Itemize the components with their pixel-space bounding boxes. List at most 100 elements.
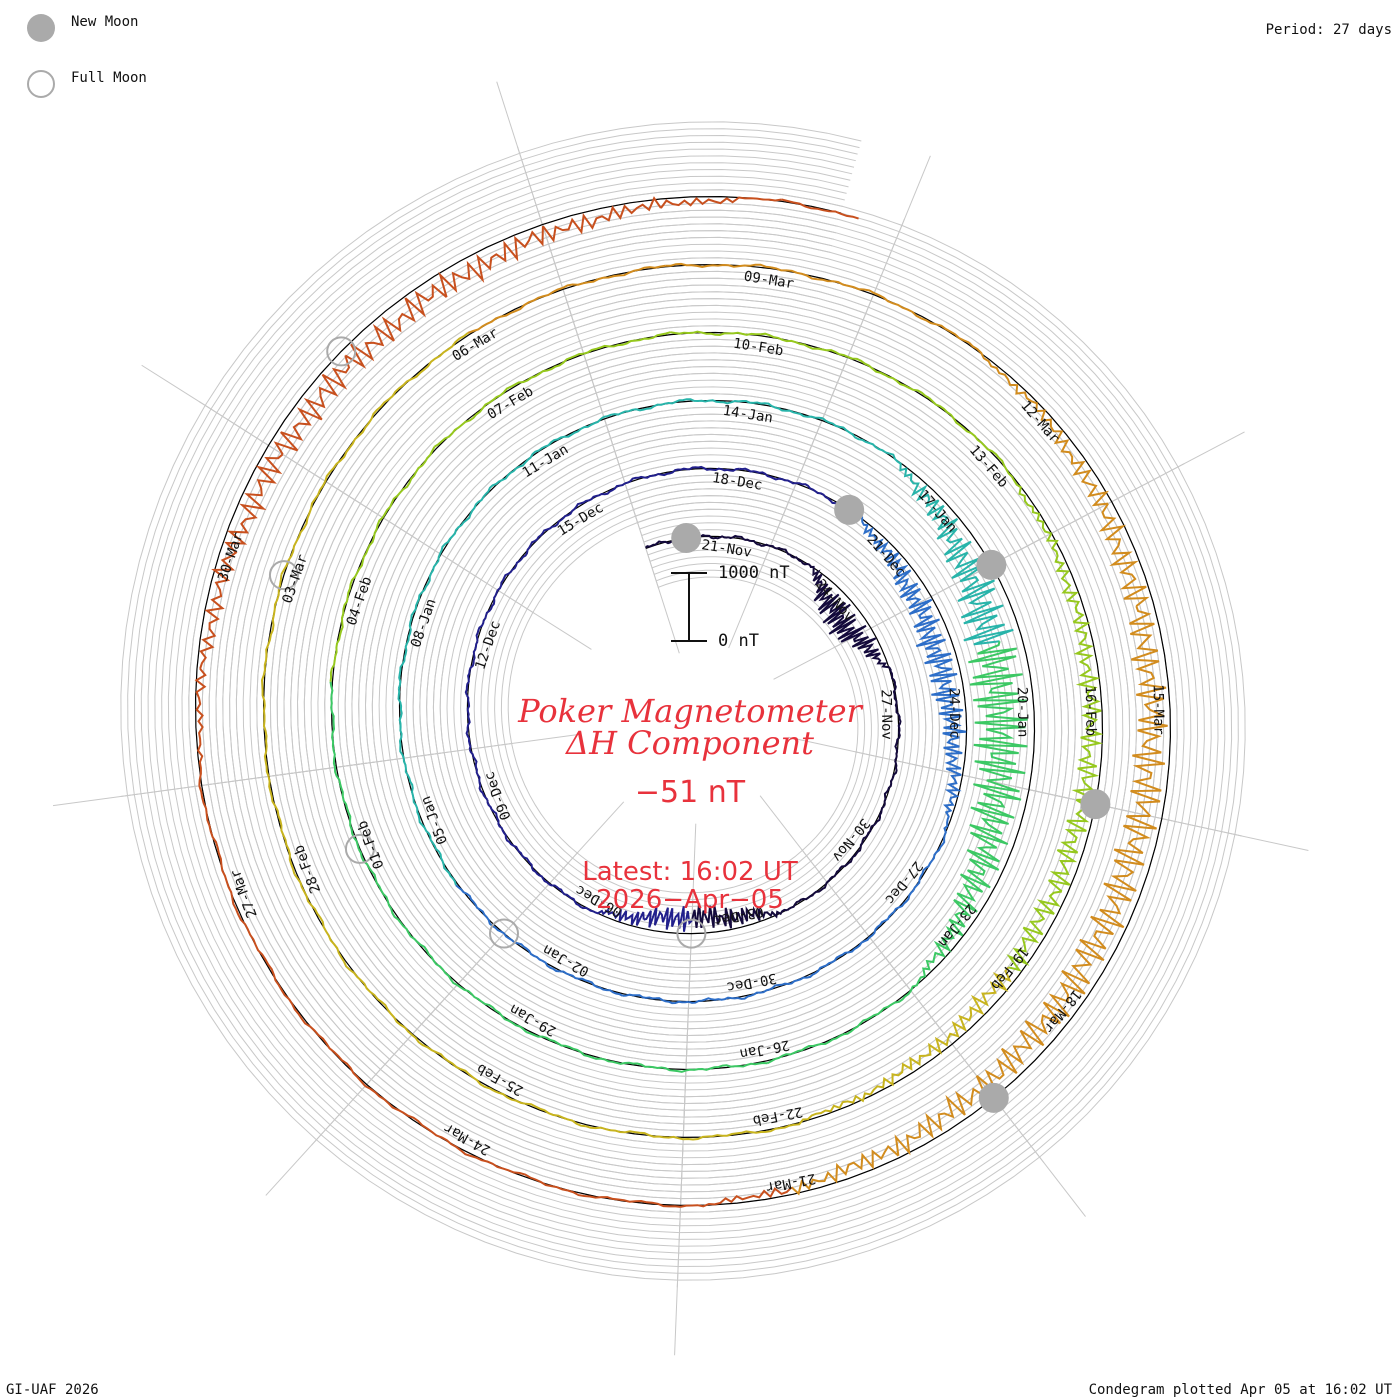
series-segment [529, 508, 575, 546]
series-segment [675, 398, 751, 405]
series-segment [728, 534, 771, 547]
series-segment [399, 922, 458, 986]
series-segment [604, 1058, 687, 1073]
new-moon-marker [978, 1082, 1009, 1113]
new-moon-icon [27, 14, 55, 42]
latest-date: 2026−Apr−05 [596, 885, 784, 915]
date-label: 18-Mar [1040, 986, 1084, 1035]
series-segment [567, 1189, 681, 1208]
series-segment [973, 711, 1028, 782]
series-segment [976, 1001, 1070, 1093]
credit-label: GI-UAF 2026 [6, 1382, 99, 1398]
series-segment [665, 262, 772, 269]
grid-spiral-line [140, 141, 1226, 1261]
date-label: 30-Mar [215, 530, 247, 583]
grid-spiral-line [147, 148, 1219, 1254]
series-segment [273, 355, 351, 455]
series-segment [194, 668, 207, 786]
series-segment [592, 908, 645, 926]
series-segment [1006, 890, 1062, 972]
series-segment [822, 417, 890, 455]
series-segment [859, 805, 885, 848]
series-segment [280, 480, 327, 575]
series-segment [690, 903, 739, 929]
scale-bar [671, 572, 707, 642]
series-segment [548, 883, 594, 913]
series-segment [770, 545, 811, 566]
date-label: 27-Mar [228, 867, 261, 920]
series-segment [894, 713, 902, 761]
latest-time: Latest: 16:02 UT [582, 857, 798, 887]
latest-info: Latest: 16:02 UT 2026−Apr−05 [480, 858, 900, 914]
series-segment [1130, 708, 1168, 817]
grid-spiral-line [120, 121, 1246, 1281]
series-segment [931, 505, 987, 583]
series-segment [947, 966, 1012, 1040]
series-segment [670, 330, 761, 337]
new-moon-marker [834, 494, 865, 525]
series-segment [199, 555, 236, 670]
series-segment [869, 889, 915, 939]
series-segment [381, 446, 436, 519]
series-segment [779, 1092, 871, 1130]
date-label: 20-Jan [1014, 687, 1031, 738]
date-label: 19-Feb [987, 943, 1031, 992]
series-segment [683, 1127, 781, 1141]
series-segment [464, 641, 479, 696]
series-segment [843, 990, 912, 1036]
series-segment [538, 415, 605, 452]
series-segment [739, 467, 797, 485]
series-segment [1048, 908, 1125, 1018]
series-segment [397, 618, 413, 689]
series-segment [753, 972, 817, 996]
grid-radial-line [1014, 431, 1245, 554]
series-segment [1099, 815, 1157, 915]
series-segment [624, 468, 682, 485]
grid-radial-line [926, 1010, 1086, 1217]
series-segment [603, 400, 677, 418]
full-moon-marker [676, 918, 707, 949]
series-segment [288, 998, 366, 1087]
series-segment [968, 640, 1027, 714]
series-segment [224, 453, 284, 558]
series-segment [883, 760, 898, 807]
series-segment [749, 401, 823, 420]
series-segment [814, 936, 871, 974]
new-moon-marker [976, 549, 1007, 580]
series-segment [525, 1031, 605, 1061]
full-moon-marker [268, 560, 299, 591]
series-segment [455, 884, 505, 935]
series-segment [267, 776, 296, 875]
series-segment [573, 482, 626, 510]
series-segment [943, 773, 962, 836]
series-segment [908, 598, 952, 658]
series-segment [486, 799, 514, 847]
series-segment [948, 849, 1000, 928]
series-segment [460, 1149, 569, 1192]
series-segment [819, 599, 867, 643]
grid-spiral-line [167, 168, 1199, 1234]
series-segment [542, 196, 662, 243]
series-segment [293, 873, 345, 963]
magnetometer-series [194, 196, 1168, 1208]
plotted-label: Condegram plotted Apr 05 at 16:02 UT [1088, 1382, 1392, 1398]
series-segment [968, 341, 1047, 422]
series-segment [503, 932, 560, 973]
title-line-1: Poker Magnetometer [518, 692, 862, 730]
series-segment [957, 576, 1014, 646]
date-label: 15-Mar [1150, 684, 1167, 735]
full-moon-marker [326, 336, 357, 367]
series-segment [884, 550, 922, 609]
scale-bottom-label: 0 nT [718, 631, 759, 651]
grid-spiral-line [161, 162, 1205, 1240]
series-segment [260, 674, 270, 777]
grid-spiral-line [154, 155, 1212, 1247]
full-moon-icon [27, 70, 55, 98]
series-segment [1071, 709, 1104, 801]
date-label: 16-Feb [1082, 685, 1099, 736]
series-segment [680, 465, 740, 472]
series-segment [1073, 621, 1102, 712]
series-segment [889, 452, 945, 517]
legend-full-moon-label: Full Moon [71, 70, 147, 86]
